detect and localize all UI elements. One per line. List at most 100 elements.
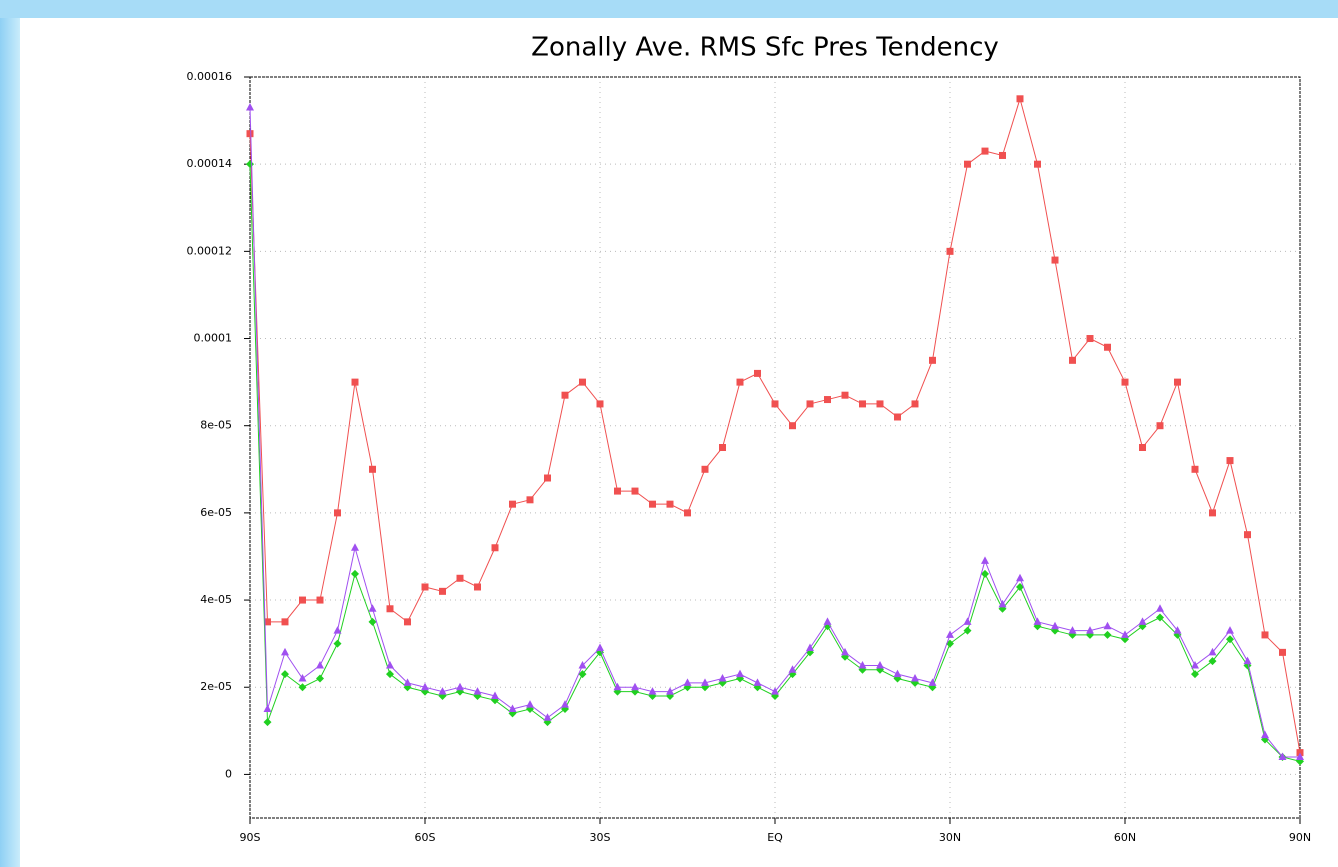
marker <box>543 713 552 721</box>
marker <box>351 543 359 551</box>
marker <box>526 700 534 708</box>
marker <box>1016 95 1024 103</box>
marker <box>719 444 726 451</box>
marker <box>316 674 324 683</box>
marker <box>1278 752 1287 760</box>
marker <box>1156 422 1164 430</box>
marker <box>963 617 972 625</box>
marker <box>578 660 587 669</box>
marker <box>1226 626 1234 634</box>
canvas <box>20 18 1338 867</box>
y-tick-label: 0.00016 <box>187 70 233 83</box>
marker <box>491 544 499 552</box>
x-tick-label: 60S <box>415 831 436 844</box>
marker <box>631 487 639 495</box>
marker <box>806 400 814 408</box>
marker <box>1209 509 1216 517</box>
marker <box>1051 621 1059 630</box>
marker <box>929 356 936 364</box>
marker <box>684 509 691 517</box>
y-tick-label: 0 <box>225 767 232 780</box>
marker <box>386 670 394 679</box>
marker <box>1051 256 1059 264</box>
marker <box>1086 626 1094 634</box>
marker <box>946 247 954 255</box>
marker <box>1068 626 1077 634</box>
marker <box>1016 573 1024 582</box>
marker <box>806 643 814 652</box>
marker <box>578 670 587 679</box>
marker <box>1208 647 1217 656</box>
marker <box>281 618 289 626</box>
marker <box>333 626 342 634</box>
marker <box>1121 378 1129 386</box>
marker <box>666 687 674 695</box>
plot-frame <box>249 76 1301 819</box>
marker <box>754 369 761 377</box>
marker <box>1261 631 1269 639</box>
marker <box>316 660 324 669</box>
marker <box>298 683 307 692</box>
marker <box>928 678 937 686</box>
marker <box>683 678 692 686</box>
marker <box>561 391 569 399</box>
marker <box>561 700 569 708</box>
marker <box>264 618 271 626</box>
marker <box>876 660 884 669</box>
marker <box>474 583 481 591</box>
marker <box>298 674 307 682</box>
marker <box>701 678 709 686</box>
marker <box>1103 630 1112 639</box>
marker <box>1034 160 1041 168</box>
marker <box>649 500 656 508</box>
marker <box>1121 630 1129 638</box>
marker <box>1069 356 1076 364</box>
marker <box>1226 457 1234 465</box>
marker <box>456 682 464 691</box>
marker <box>246 130 254 138</box>
marker <box>1156 613 1164 622</box>
y-tick-label: 0.0001 <box>194 332 233 345</box>
marker <box>1016 582 1024 591</box>
marker <box>841 391 849 399</box>
marker <box>894 413 901 421</box>
marker <box>1104 343 1111 351</box>
marker <box>421 682 429 691</box>
marker <box>281 647 289 656</box>
marker <box>299 596 306 604</box>
marker <box>1244 531 1251 539</box>
marker <box>858 660 867 669</box>
marker <box>1191 660 1199 669</box>
marker <box>946 630 954 638</box>
marker <box>1033 617 1042 625</box>
marker <box>1243 656 1252 665</box>
x-tick-label: 60N <box>1114 831 1136 844</box>
marker <box>1191 670 1199 679</box>
marker <box>368 617 377 626</box>
marker <box>964 160 971 168</box>
marker <box>911 400 919 408</box>
marker <box>824 396 831 404</box>
marker <box>386 660 394 669</box>
y-tick-label: 8e-05 <box>200 419 232 432</box>
marker <box>1173 626 1182 634</box>
marker <box>334 509 341 517</box>
x-tick-label: 30S <box>590 831 611 844</box>
marker <box>981 147 989 155</box>
marker <box>1174 378 1181 386</box>
marker <box>893 669 902 678</box>
marker <box>438 687 447 695</box>
marker <box>823 617 832 625</box>
marker <box>404 618 411 626</box>
marker <box>789 422 796 430</box>
marker <box>981 556 989 564</box>
y-tick-label: 0.00014 <box>187 157 233 170</box>
marker <box>701 465 709 473</box>
marker <box>1139 444 1146 451</box>
marker <box>316 596 324 604</box>
marker <box>263 718 272 727</box>
marker <box>596 643 604 652</box>
marker <box>614 487 621 495</box>
marker <box>579 378 586 386</box>
